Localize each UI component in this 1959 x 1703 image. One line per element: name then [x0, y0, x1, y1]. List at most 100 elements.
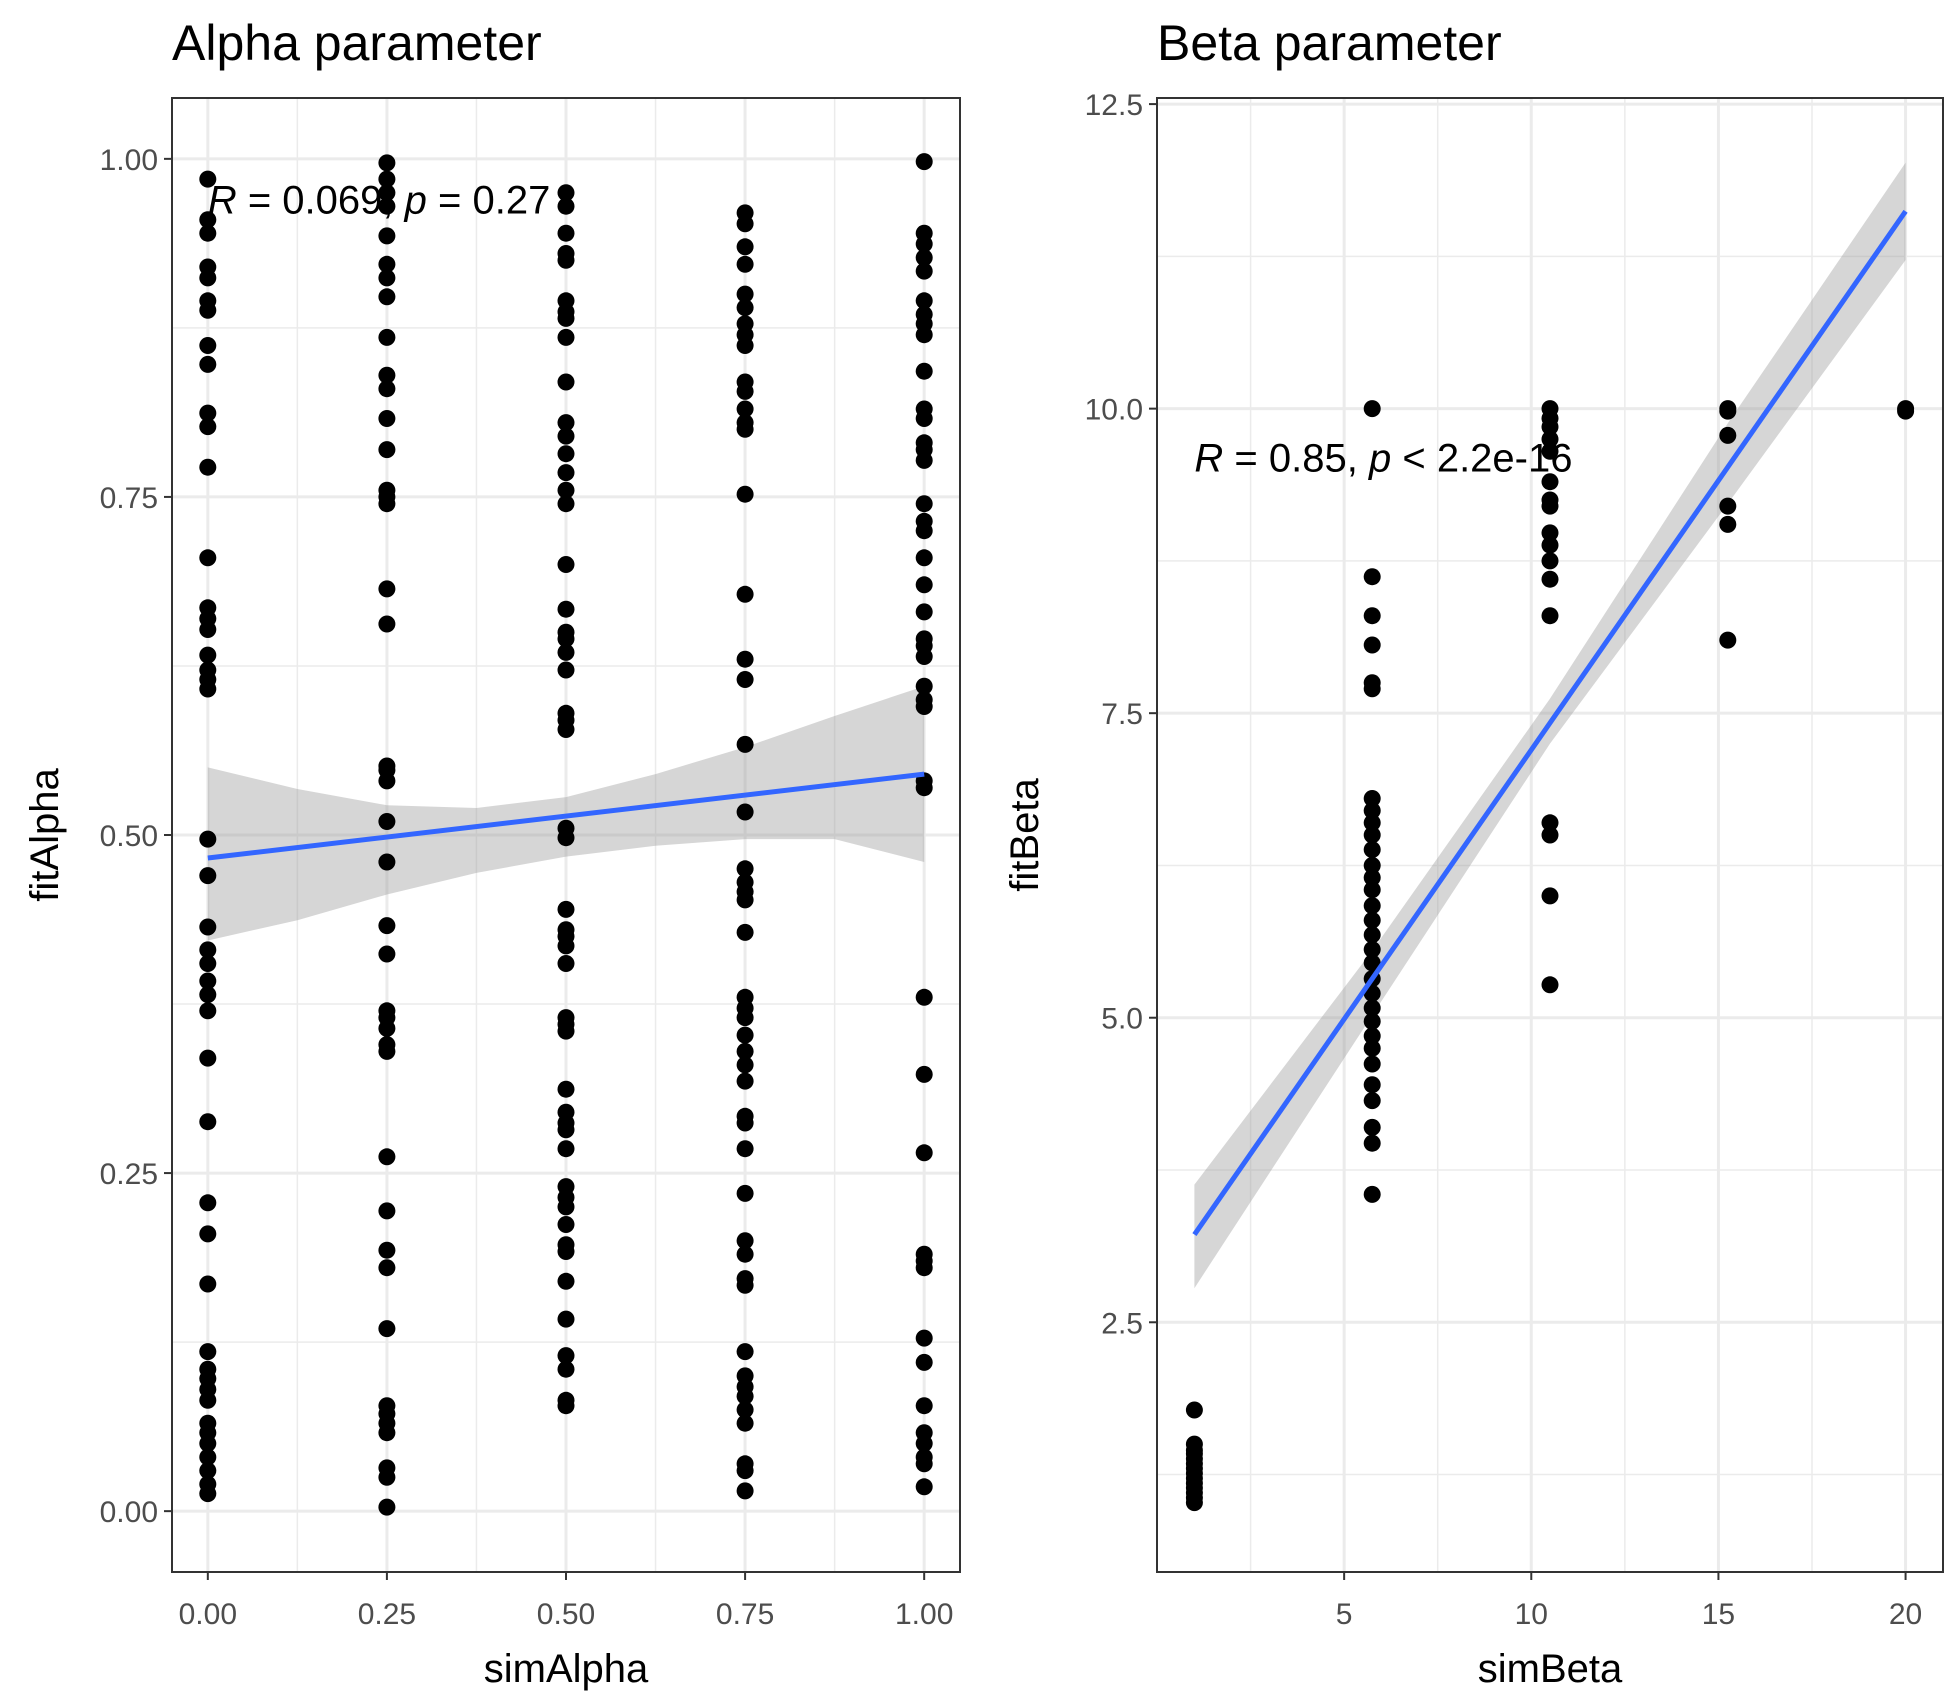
y-tick-label: 7.5: [1101, 698, 1143, 731]
data-point: [1363, 881, 1381, 899]
data-point: [557, 1140, 575, 1158]
data-point: [915, 292, 933, 310]
data-point: [378, 269, 396, 287]
data-point: [1719, 515, 1737, 533]
data-point: [1363, 1185, 1381, 1203]
data-point: [915, 677, 933, 695]
data-point: [736, 1009, 754, 1027]
data-point: [557, 481, 575, 499]
data-point: [915, 603, 933, 621]
x-tick-label: 20: [1889, 1598, 1922, 1631]
data-point: [1363, 1092, 1381, 1110]
data-point: [557, 328, 575, 346]
data-point: [557, 643, 575, 661]
data-point: [1363, 941, 1381, 958]
data-point: [199, 621, 217, 638]
data-point: [736, 1462, 754, 1480]
y-tick-label: 12.5: [1085, 89, 1143, 122]
data-point: [736, 735, 754, 753]
data-point: [557, 251, 575, 269]
data-point: [378, 1042, 396, 1060]
annotation-p-value: < 2.2e-16: [1391, 436, 1572, 480]
data-point: [378, 197, 396, 215]
data-point: [1363, 954, 1381, 972]
data-point: [736, 650, 754, 668]
data-point: [557, 1272, 575, 1290]
data-point: [557, 661, 575, 679]
data-point: [199, 1225, 217, 1243]
data-point: [378, 1202, 396, 1220]
data-point: [915, 326, 933, 344]
annotation-p-symbol: p: [404, 178, 427, 222]
data-point: [199, 1343, 217, 1361]
data-point: [736, 1232, 754, 1250]
data-point: [1363, 869, 1381, 887]
data-point: [557, 1347, 575, 1365]
data-point: [736, 1276, 754, 1294]
data-point: [1541, 536, 1559, 554]
x-axis-title: simBeta: [1478, 1647, 1623, 1691]
data-point: [557, 1397, 575, 1415]
data-point: [378, 154, 396, 172]
annotation-p-value: = 0.27: [427, 178, 550, 222]
data-point: [199, 1002, 217, 1020]
data-point: [557, 600, 575, 618]
data-point: [378, 328, 396, 346]
data-point: [736, 891, 754, 909]
x-tick-label: 0.75: [716, 1598, 774, 1631]
data-point: [915, 451, 933, 469]
data-point: [557, 373, 575, 391]
data-point: [1363, 790, 1381, 807]
data-point: [736, 1482, 754, 1500]
annotation-r-value: = 0.85,: [1223, 436, 1369, 480]
annotation-r-symbol: R: [1194, 436, 1223, 480]
data-point: [1363, 897, 1381, 915]
y-tick-label: 0.00: [100, 1496, 158, 1529]
y-tick-label: 10.0: [1085, 394, 1143, 427]
data-point: [915, 1455, 933, 1473]
data-point: [557, 955, 575, 972]
data-point: [915, 779, 933, 797]
data-point: [736, 1114, 754, 1132]
y-tick-label: 2.5: [1101, 1307, 1143, 1340]
y-tick-label: 0.25: [100, 1158, 158, 1191]
data-point: [378, 1148, 396, 1166]
data-point: [736, 1245, 754, 1263]
data-point: [736, 337, 754, 354]
x-tick-label: 15: [1702, 1598, 1735, 1631]
x-tick-label: 10: [1515, 1598, 1548, 1631]
data-point: [199, 458, 217, 476]
data-point: [736, 255, 754, 273]
data-point: [557, 224, 575, 242]
data-point: [1541, 887, 1559, 905]
data-point: [1363, 1055, 1381, 1073]
data-point: [557, 937, 575, 955]
data-point: [557, 445, 575, 463]
data-point: [557, 1121, 575, 1139]
data-point: [1363, 636, 1381, 654]
data-point: [199, 211, 217, 229]
data-point: [199, 301, 217, 319]
y-axis-title: fitBeta: [1003, 778, 1047, 892]
data-point: [736, 1387, 754, 1405]
data-point: [199, 355, 217, 373]
data-point: [378, 380, 396, 398]
data-point: [1363, 857, 1381, 874]
data-point: [736, 671, 754, 688]
y-tick-label: 0.75: [100, 482, 158, 515]
data-point: [1719, 426, 1737, 444]
data-point: [915, 549, 933, 567]
panel-1: Alpha parameter 0.00 0.25 0.50 0.75 1.00 0.00 0…: [23, 15, 961, 1691]
data-point: [915, 698, 933, 715]
regression-line: [207, 771, 925, 861]
data-point: [199, 269, 217, 287]
data-point: [378, 255, 396, 273]
data-point: [199, 1435, 217, 1452]
data-point: [915, 410, 933, 427]
data-point: [1541, 607, 1559, 625]
data-point: [1363, 1076, 1381, 1094]
data-point: [915, 1353, 933, 1371]
data-point: [1363, 568, 1381, 586]
data-point: [557, 630, 575, 648]
